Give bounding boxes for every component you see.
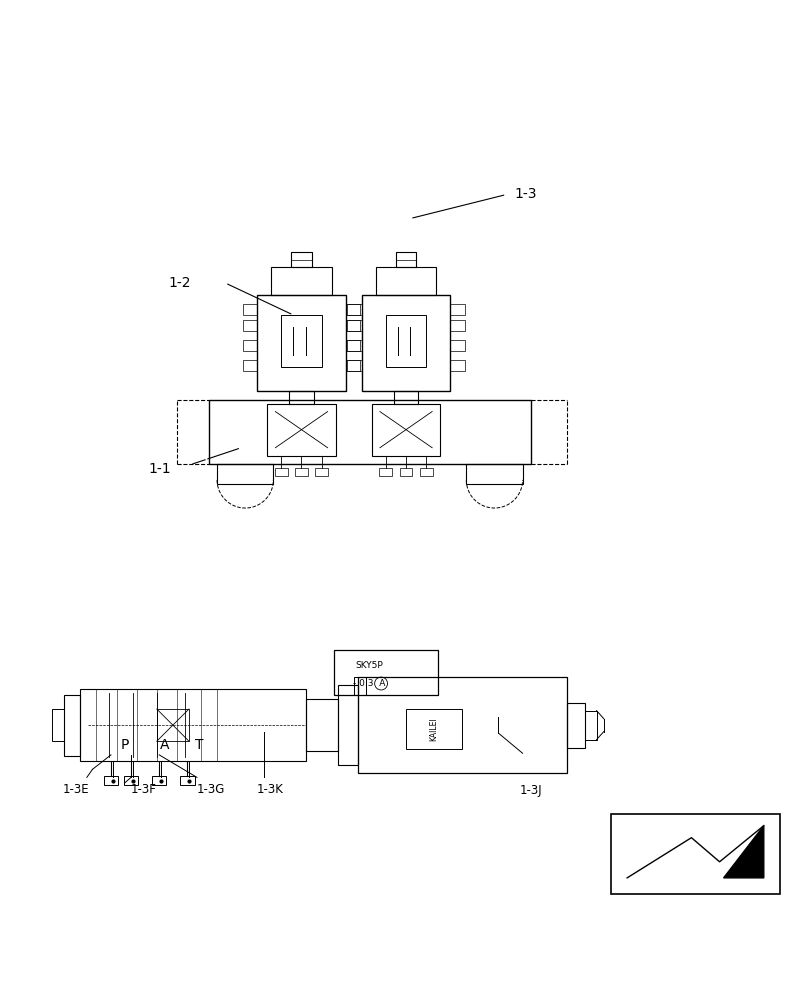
Bar	[289, 391, 313, 404]
Bar	[345, 320, 360, 331]
Bar	[333, 650, 438, 695]
Text: 1-3F: 1-3F	[130, 783, 156, 796]
Bar	[52, 709, 64, 741]
Polygon shape	[723, 826, 763, 878]
Bar	[584, 711, 596, 740]
Text: P: P	[120, 738, 128, 752]
Bar	[450, 360, 464, 371]
Bar	[450, 340, 464, 351]
Bar	[315, 468, 328, 476]
Bar	[271, 267, 332, 295]
Bar	[395, 252, 416, 267]
Bar	[152, 776, 166, 785]
Bar	[347, 320, 361, 331]
Text: 1-3E: 1-3E	[63, 783, 90, 796]
Bar	[610, 814, 779, 894]
Bar	[371, 404, 440, 456]
Bar	[267, 404, 336, 456]
Bar	[243, 360, 257, 371]
Bar	[419, 468, 432, 476]
Bar	[337, 685, 357, 765]
Bar	[157, 709, 189, 741]
Text: 1-3J: 1-3J	[519, 784, 541, 797]
Bar	[291, 252, 312, 267]
Bar	[180, 776, 194, 785]
Text: T: T	[195, 738, 203, 752]
Bar	[243, 304, 257, 315]
Bar	[257, 295, 345, 391]
Bar	[361, 295, 450, 391]
Bar	[345, 360, 360, 371]
Bar	[209, 400, 530, 464]
Text: 1-2: 1-2	[169, 276, 191, 290]
Text: 1-1: 1-1	[149, 462, 171, 476]
Bar	[305, 699, 337, 751]
Bar	[379, 468, 392, 476]
Bar	[353, 677, 365, 695]
Bar	[406, 709, 462, 749]
Bar	[295, 468, 308, 476]
Bar	[281, 315, 321, 367]
Bar	[347, 304, 361, 315]
Bar	[104, 776, 118, 785]
Bar	[385, 315, 426, 367]
Bar	[399, 468, 412, 476]
Bar	[345, 340, 360, 351]
Bar	[347, 360, 361, 371]
Text: SKY5P: SKY5P	[355, 661, 382, 670]
Bar	[450, 304, 464, 315]
Bar	[347, 340, 361, 351]
Bar	[393, 391, 418, 404]
Bar	[450, 320, 464, 331]
Bar	[345, 304, 360, 315]
Text: 1-3G: 1-3G	[196, 783, 225, 796]
Bar	[80, 689, 305, 761]
Bar	[64, 695, 80, 756]
Bar	[243, 340, 257, 351]
Bar	[124, 776, 138, 785]
Text: KAILEI: KAILEI	[429, 717, 438, 741]
Bar	[217, 464, 273, 484]
Text: A: A	[160, 738, 169, 752]
Text: 1-3K: 1-3K	[256, 783, 283, 796]
Bar	[466, 464, 522, 484]
Bar	[357, 677, 566, 773]
Bar	[566, 703, 584, 748]
Text: 1-3: 1-3	[514, 187, 536, 201]
Text: - 0.3  A: - 0.3 A	[353, 679, 385, 688]
Bar	[376, 267, 435, 295]
Bar	[243, 320, 257, 331]
Bar	[275, 468, 287, 476]
